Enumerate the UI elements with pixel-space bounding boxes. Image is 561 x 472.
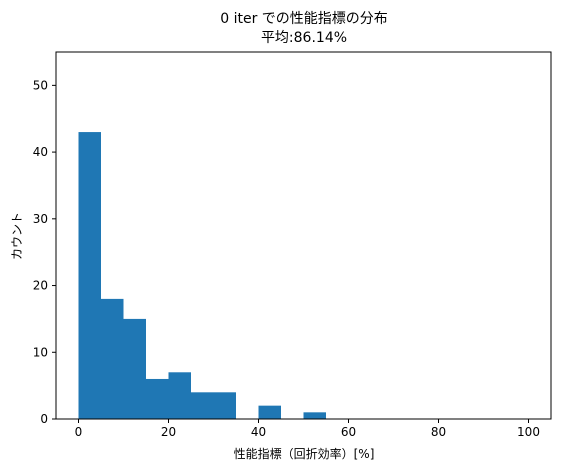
- x-tick-label: 0: [75, 425, 83, 439]
- chart-subtitle: 平均:86.14%: [261, 30, 347, 46]
- histogram-bar: [191, 392, 214, 419]
- histogram-bar: [258, 405, 281, 419]
- y-tick-label: 10: [33, 345, 48, 359]
- y-tick-label: 50: [33, 78, 48, 92]
- chart-title: 0 iter での性能指標の分布: [220, 11, 388, 27]
- bars-group: [78, 132, 326, 419]
- histogram-bar: [168, 372, 191, 419]
- y-tick-label: 20: [33, 279, 48, 293]
- x-axis-label: 性能指標（回折効率）[%]: [234, 446, 375, 461]
- histogram-bar: [303, 412, 326, 419]
- y-tick-label: 0: [40, 412, 48, 426]
- y-tick-label: 30: [33, 212, 48, 226]
- histogram-bar: [146, 378, 169, 419]
- x-tick-label: 20: [161, 425, 176, 439]
- x-tick-label: 40: [251, 425, 266, 439]
- histogram-bar: [78, 132, 101, 419]
- x-tick-label: 60: [341, 425, 356, 439]
- y-axis-label: カウント: [10, 212, 24, 260]
- histogram-bar: [101, 298, 124, 419]
- plot-frame: [55, 51, 552, 420]
- x-tick-label: 100: [517, 425, 540, 439]
- y-axis-ticks: 0 10 20 30 40 50: [33, 78, 56, 426]
- y-tick-label: 40: [33, 145, 48, 159]
- histogram-bar: [213, 392, 236, 419]
- x-tick-label: 80: [431, 425, 446, 439]
- histogram-bar: [123, 318, 146, 419]
- x-axis-ticks: 0 20 40 60 80 100: [75, 419, 540, 439]
